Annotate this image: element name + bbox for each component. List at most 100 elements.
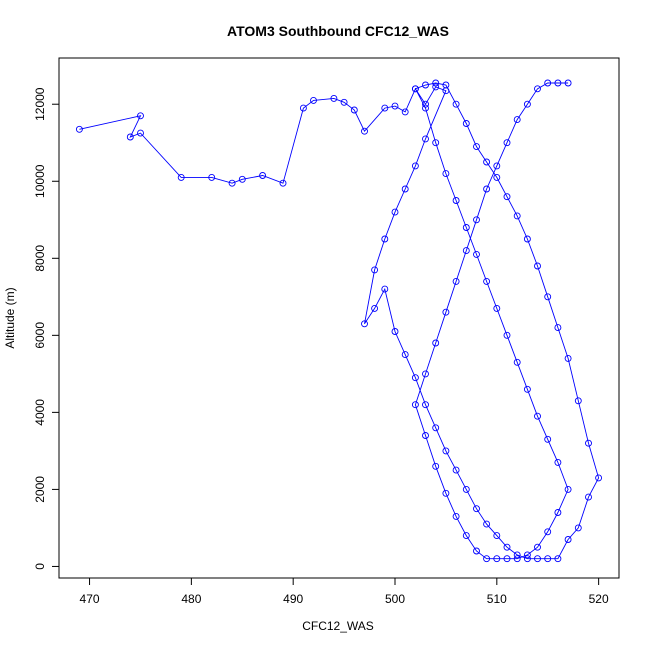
data-point (534, 262, 541, 270)
data-point (350, 106, 358, 114)
data-point (228, 179, 236, 187)
data-point (442, 81, 450, 89)
data-point (462, 247, 470, 255)
series-layer (75, 79, 603, 563)
data-point (452, 512, 460, 520)
data-point (381, 235, 389, 243)
data-point (361, 320, 368, 328)
data-point (401, 351, 409, 359)
data-point (483, 277, 491, 285)
data-point (259, 172, 267, 179)
data-point (310, 96, 317, 104)
data-point (534, 412, 541, 420)
data-point (564, 354, 572, 362)
data-point (330, 94, 338, 102)
data-point (381, 285, 389, 293)
data-point (422, 100, 429, 108)
data-point (442, 447, 450, 455)
data-point (442, 489, 450, 497)
data-point (574, 524, 582, 532)
data-point (401, 108, 409, 116)
data-point (462, 532, 470, 540)
data-point (534, 555, 541, 563)
data-point (442, 308, 450, 316)
data-point (523, 100, 531, 108)
data-point (544, 79, 552, 87)
y-axis: 0 2000 4000 6000 8000 10000 12000 (33, 87, 59, 570)
data-point (432, 79, 440, 87)
data-point (503, 555, 511, 563)
data-point (544, 528, 552, 536)
data-point (411, 401, 419, 409)
data-point (238, 175, 246, 183)
data-point (503, 139, 511, 147)
data-point (493, 162, 501, 170)
data-point (534, 543, 541, 551)
data-point (523, 235, 531, 243)
data-point (493, 555, 501, 563)
data-point (75, 125, 83, 133)
data-point (411, 374, 419, 382)
data-point (493, 532, 501, 540)
x-axis: 470 480 490 500 510 520 (80, 578, 609, 606)
data-point (554, 79, 562, 87)
data-point (513, 358, 521, 366)
data-point (473, 547, 480, 555)
data-point (483, 185, 491, 193)
data-point (361, 127, 368, 135)
chart-title: ATOM3 Southbound CFC12_WAS (227, 23, 449, 39)
data-point (371, 304, 379, 312)
data-point (564, 79, 572, 87)
data-point (422, 432, 429, 439)
data-point (493, 173, 501, 181)
data-point (513, 551, 521, 559)
data-point (432, 139, 440, 147)
x-tick-label: 480 (181, 592, 201, 606)
data-point (564, 536, 572, 543)
data-point (432, 462, 440, 470)
data-point (177, 173, 185, 181)
data-point (564, 485, 572, 493)
data-point (595, 474, 603, 482)
data-point (585, 439, 592, 447)
data-point (381, 104, 389, 112)
data-point (585, 493, 592, 501)
y-tick-label: 8000 (33, 245, 47, 272)
data-point (391, 208, 399, 216)
data-point (126, 133, 134, 141)
data-point (554, 324, 562, 332)
data-point (452, 100, 460, 108)
data-point (422, 370, 429, 378)
data-point (483, 158, 491, 166)
plot-frame (58, 57, 620, 579)
data-point (483, 555, 491, 563)
data-point (503, 543, 511, 551)
data-point (473, 505, 480, 513)
data-point (371, 266, 379, 274)
data-point (432, 424, 440, 432)
data-point (513, 555, 521, 563)
data-point (411, 162, 419, 170)
data-point (432, 83, 440, 91)
data-point (513, 116, 521, 124)
data-point (554, 458, 562, 466)
y-axis-label: Altitude (m) (3, 287, 17, 348)
y-tick-label: 4000 (33, 399, 47, 426)
data-point (401, 185, 409, 193)
data-point (544, 293, 552, 301)
data-point (137, 112, 144, 120)
data-point (544, 555, 552, 563)
x-tick-label: 470 (80, 592, 100, 606)
data-point (493, 304, 501, 312)
data-point (473, 143, 480, 151)
x-tick-label: 490 (283, 592, 303, 606)
data-point (574, 397, 582, 405)
data-point (462, 485, 470, 493)
data-point (473, 250, 480, 258)
series-line (79, 82, 600, 560)
x-tick-label: 510 (487, 592, 507, 606)
data-point (523, 555, 531, 563)
data-point (422, 135, 429, 143)
data-point (483, 520, 491, 528)
